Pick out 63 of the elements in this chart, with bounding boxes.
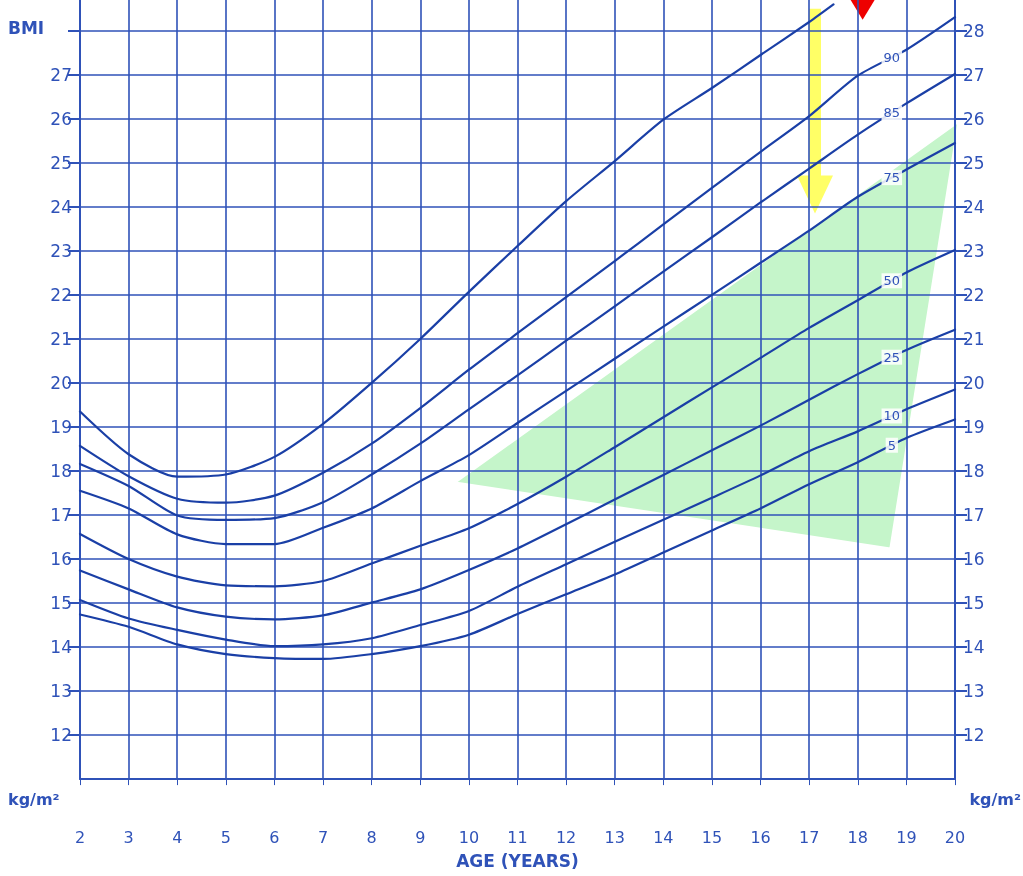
series-label: 75 — [883, 170, 901, 186]
y-tick-label: 23 — [50, 240, 72, 261]
series-label: 5 — [887, 437, 896, 453]
y2-tick-label: 21 — [963, 328, 985, 349]
y2-tick-label: 28 — [963, 20, 985, 41]
y-tick-label: 15 — [50, 593, 72, 614]
y2-tick-label: 23 — [963, 240, 985, 261]
y-tick-label: 14 — [50, 637, 72, 658]
x-tick-label: 10 — [458, 827, 480, 847]
y2-tick-label: 12 — [963, 725, 985, 746]
x-tick-label: 17 — [798, 827, 820, 847]
y-tick-label: 22 — [50, 284, 72, 305]
y-tick-label: 13 — [50, 681, 72, 702]
x-tick-label: 18 — [847, 827, 868, 847]
y2-tick-label: 14 — [963, 637, 985, 658]
x-tick-label: 4 — [172, 827, 183, 847]
y-tick-label: 12 — [50, 725, 72, 746]
y2-tick-label: 17 — [963, 505, 985, 525]
y-tick-label: 20 — [50, 372, 72, 393]
text: kg/m² — [969, 789, 1022, 809]
x-tick-label: 13 — [604, 827, 625, 847]
y2-tick-label: 25 — [963, 152, 985, 173]
series-label: 90 — [883, 50, 901, 66]
y2-tick-label: 18 — [963, 460, 985, 481]
series-label: 10 — [883, 408, 901, 424]
x-tick-label: 8 — [366, 827, 377, 847]
x-axis-title: AGE (YEARS) — [456, 850, 579, 871]
y-tick-label: 24 — [50, 196, 72, 217]
x-tick-label: 19 — [896, 827, 917, 847]
x-tick-label: 2 — [74, 827, 86, 847]
series-label: 85 — [883, 105, 901, 121]
y2-tick-label: 16 — [963, 549, 985, 570]
y-tick-label: 18 — [50, 460, 72, 481]
y-tick-label: 17 — [50, 505, 72, 525]
y2-tick-label: 26 — [963, 108, 985, 129]
x-tick-label: 9 — [415, 827, 426, 847]
y2-tick-label: 24 — [963, 196, 985, 217]
x-tick-label: 7 — [317, 827, 329, 847]
y2-tick-label: 22 — [963, 284, 985, 305]
x-tick-label: 20 — [944, 827, 966, 847]
x-tick-label: 11 — [507, 827, 528, 847]
text: kg/m² — [8, 789, 60, 809]
x-tick-label: 12 — [555, 827, 577, 847]
y-tick-label: 26 — [50, 108, 72, 129]
x-tick-label: 16 — [750, 827, 771, 847]
x-tick-label: 15 — [701, 827, 723, 847]
y2-tick-label: 27 — [963, 64, 985, 85]
x-tick-label: 3 — [123, 827, 134, 847]
y-tick-label: 27 — [50, 64, 72, 85]
x-tick-label: 5 — [220, 827, 231, 847]
y-tick-label: 21 — [50, 328, 72, 349]
line-series — [78, 3, 835, 478]
x-tick-label: 14 — [653, 827, 674, 847]
y-axis-title: BMI — [8, 18, 45, 39]
x-tick-label: 6 — [269, 827, 280, 847]
y2-tick-label: 13 — [963, 681, 985, 702]
y2-tick-label: 19 — [963, 416, 985, 437]
y2-tick-label: 20 — [963, 372, 985, 393]
y-tick-label: 16 — [50, 549, 72, 570]
series-label: 25 — [883, 349, 901, 365]
y2-tick-label: 15 — [963, 593, 985, 614]
series-label: 50 — [883, 273, 901, 289]
y-tick-label: 25 — [50, 152, 72, 173]
